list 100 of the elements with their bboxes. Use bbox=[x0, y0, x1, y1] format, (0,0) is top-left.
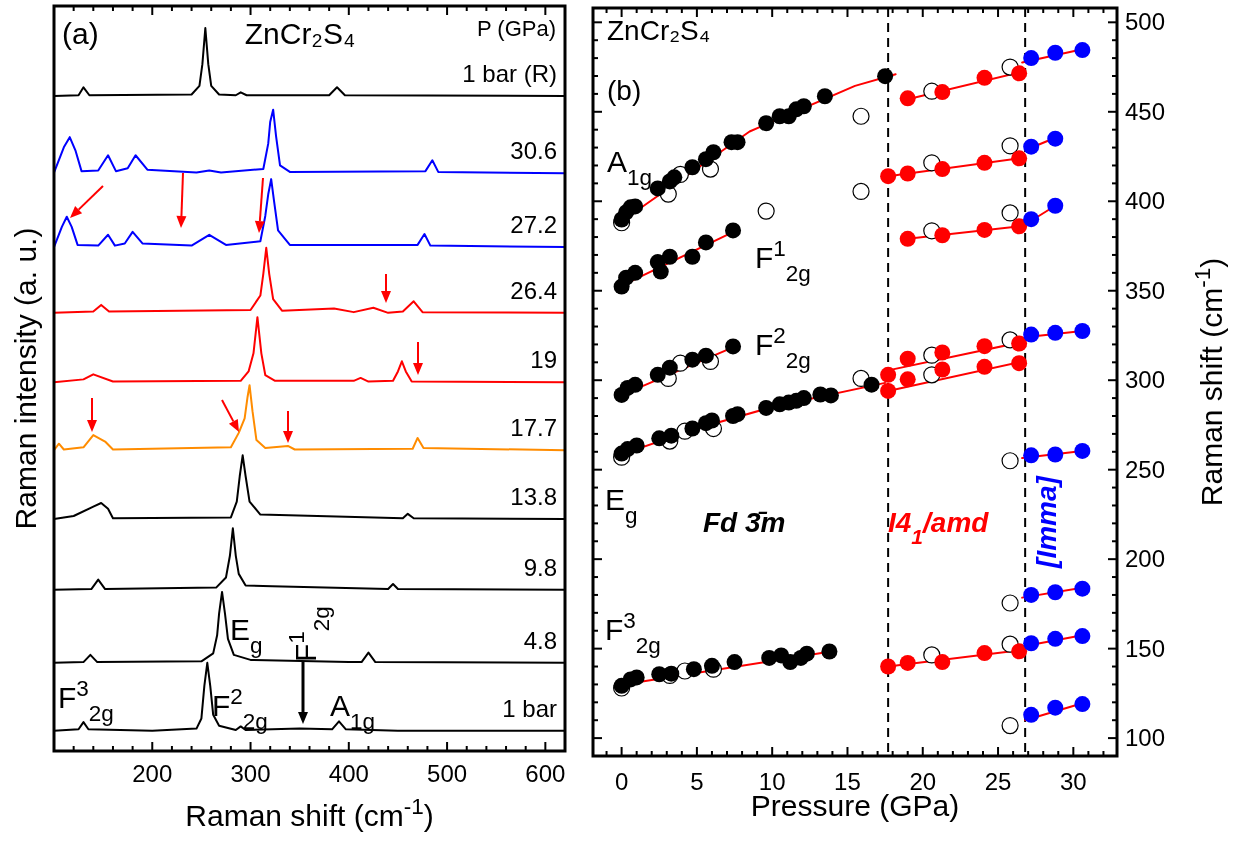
series-label: 17.7 bbox=[510, 414, 557, 442]
series-label: 27.2 bbox=[510, 211, 557, 239]
point bbox=[1047, 446, 1064, 463]
x-tick-label: 400 bbox=[328, 760, 369, 787]
point bbox=[1001, 452, 1019, 470]
point bbox=[1011, 218, 1028, 235]
point bbox=[1001, 716, 1019, 735]
point bbox=[1023, 706, 1040, 723]
annotation: A$_{1g}$ bbox=[607, 145, 653, 190]
point bbox=[1011, 65, 1028, 82]
annotation: I4$_{1}$/amd bbox=[888, 507, 990, 548]
point bbox=[934, 227, 951, 244]
point bbox=[976, 358, 993, 375]
y-tick-label: 350 bbox=[1125, 276, 1166, 304]
annotation: Fd 3̄m bbox=[703, 507, 786, 538]
point bbox=[1074, 323, 1091, 339]
point bbox=[1047, 197, 1064, 214]
point bbox=[880, 382, 897, 399]
point bbox=[976, 645, 993, 662]
point bbox=[934, 361, 951, 378]
point bbox=[1011, 355, 1028, 372]
annotation: E$_{g}$ bbox=[230, 613, 263, 658]
point bbox=[899, 165, 916, 182]
annotation: (b) bbox=[607, 75, 642, 106]
point bbox=[880, 658, 897, 675]
x-tick-label: 25 bbox=[984, 768, 1012, 795]
point bbox=[976, 69, 993, 86]
point bbox=[757, 202, 775, 220]
point bbox=[934, 161, 951, 178]
x-tick-label: 0 bbox=[614, 768, 629, 795]
point bbox=[880, 168, 897, 185]
point bbox=[934, 654, 951, 671]
y-tick-label: 200 bbox=[1125, 545, 1166, 573]
series-label: 9.8 bbox=[523, 553, 557, 581]
series-label: 1 bar bbox=[502, 694, 558, 722]
point bbox=[934, 344, 951, 361]
series-label: 30.6 bbox=[510, 137, 557, 165]
point bbox=[976, 338, 993, 355]
y-axis-title: Raman intensity (a. u.) bbox=[9, 227, 42, 530]
point bbox=[1023, 586, 1040, 603]
point bbox=[899, 90, 916, 107]
point bbox=[899, 371, 916, 388]
point bbox=[1074, 442, 1091, 459]
annotation: A$_{1g}$ bbox=[330, 689, 376, 734]
point bbox=[1074, 696, 1091, 713]
point bbox=[976, 221, 993, 238]
point bbox=[899, 350, 916, 367]
point bbox=[1023, 211, 1040, 228]
point bbox=[1023, 447, 1040, 464]
annotation: ZnCr₂S₄ bbox=[244, 17, 356, 50]
y-tick-label: 500 bbox=[1125, 8, 1166, 36]
x-tick-label: 200 bbox=[132, 760, 173, 787]
annotation: E$_{g}$ bbox=[605, 483, 638, 528]
series-label: 4.8 bbox=[523, 626, 557, 654]
point bbox=[1047, 699, 1064, 716]
point bbox=[852, 107, 870, 125]
point bbox=[1047, 630, 1064, 647]
point bbox=[1074, 580, 1091, 597]
series-label: 19 bbox=[530, 346, 557, 374]
x-tick-label: 300 bbox=[230, 760, 271, 787]
point bbox=[1023, 138, 1040, 155]
x-tick-label: 5 bbox=[690, 768, 704, 795]
point bbox=[1074, 628, 1091, 645]
series-label: 1 bar (R) bbox=[462, 59, 557, 87]
point bbox=[934, 84, 951, 101]
point bbox=[1001, 594, 1019, 612]
point bbox=[1001, 137, 1019, 155]
y-tick-label: 450 bbox=[1125, 97, 1166, 125]
y-tick-label: 100 bbox=[1125, 724, 1166, 752]
point bbox=[852, 182, 870, 201]
y-tick-label: 150 bbox=[1125, 634, 1166, 662]
x-tick-label: 30 bbox=[1059, 768, 1087, 795]
point bbox=[1047, 44, 1064, 61]
point bbox=[880, 366, 897, 383]
point bbox=[899, 654, 916, 671]
point bbox=[899, 230, 916, 247]
point bbox=[1001, 204, 1019, 222]
annotation: P (GPa) bbox=[476, 16, 556, 41]
annotation: ZnCr₂S₄ bbox=[607, 15, 711, 46]
series-label: 13.8 bbox=[510, 482, 557, 510]
point bbox=[1047, 130, 1064, 147]
x-tick-label: 600 bbox=[525, 760, 566, 787]
y-tick-label: 400 bbox=[1125, 187, 1166, 215]
series-label: 26.4 bbox=[510, 276, 557, 304]
y-tick-label: 250 bbox=[1125, 455, 1166, 483]
point bbox=[1023, 326, 1040, 343]
annotation: (a) bbox=[62, 17, 99, 50]
point bbox=[1023, 635, 1040, 652]
x-tick-label: 500 bbox=[427, 760, 468, 787]
annotation: [Imma] bbox=[1031, 474, 1062, 569]
point bbox=[1047, 324, 1064, 341]
point bbox=[1011, 335, 1028, 352]
point bbox=[1023, 50, 1040, 67]
point bbox=[1011, 150, 1028, 167]
x-axis-title: Raman shift (cm$^{-1}$) bbox=[185, 793, 434, 832]
point bbox=[1074, 42, 1091, 59]
y-tick-label: 300 bbox=[1125, 366, 1166, 394]
point bbox=[1047, 584, 1064, 601]
point bbox=[976, 154, 993, 171]
point bbox=[1011, 643, 1028, 660]
